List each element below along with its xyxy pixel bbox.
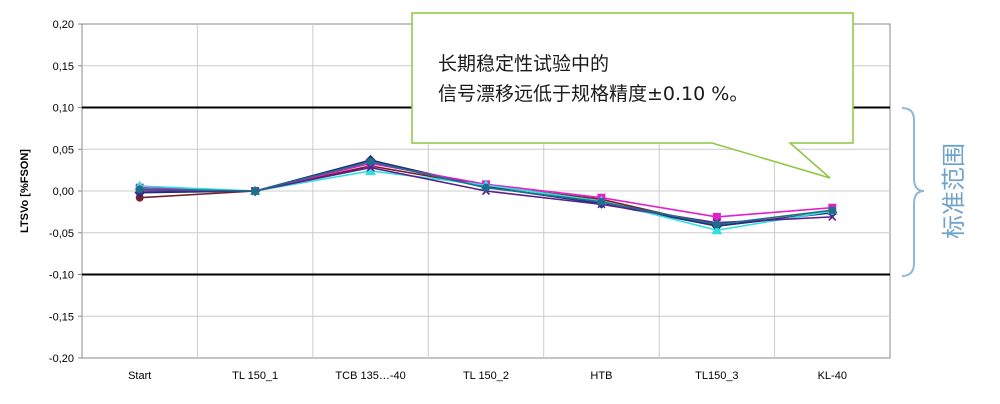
series-layer (134, 154, 838, 235)
data-point (482, 183, 490, 192)
callout-line-1: 长期稳定性试验中的 (438, 53, 609, 75)
range-label: 标准范围 (940, 143, 968, 239)
y-tick-label: -0,15 (49, 311, 74, 323)
x-tick-label: TL 150_1 (232, 370, 278, 382)
callout-line-2: 信号漂移远低于规格精度±0.10 %。 (438, 83, 748, 105)
data-point (712, 220, 721, 229)
data-point (828, 206, 837, 215)
range-annotation: 标准范围 (901, 107, 968, 277)
data-point (828, 212, 837, 221)
y-tick-label: -0,05 (49, 228, 74, 240)
y-tick-label: 0,10 (53, 103, 74, 115)
y-tick-label: 0,20 (53, 19, 74, 31)
x-tick-label: TL150_3 (695, 370, 738, 382)
data-point (251, 187, 260, 195)
x-tick-label: KL-40 (818, 370, 847, 382)
data-point (711, 224, 723, 235)
y-tick-label: 0,05 (53, 144, 74, 156)
x-tick-label: Start (128, 370, 151, 382)
callout-bubble (411, 12, 854, 179)
callout: 长期稳定性试验中的 信号漂移远低于规格精度±0.10 %。 (411, 12, 854, 179)
y-axis-label: LTSVo [%FSON] (19, 149, 31, 233)
y-tick-label: -0,20 (49, 353, 74, 365)
data-point (135, 185, 144, 194)
y-tick-label: 0,00 (53, 186, 74, 198)
x-ticks: Start TL 150_1 TCB 135…-40 TL 150_2 HTB TL150… (128, 370, 847, 382)
y-ticks: 0,20 0,15 0,10 0,05 0,00 -0,05 -0,10 -0,15 -0,20 (49, 19, 82, 365)
x-tick-label: HTB (590, 370, 612, 382)
data-point (366, 157, 375, 166)
x-tick-label: TL 150_2 (463, 370, 509, 382)
y-tick-label: 0,15 (53, 61, 74, 73)
data-point (597, 197, 606, 206)
data-point (712, 212, 721, 221)
range-brace (901, 107, 925, 277)
y-tick-label: -0,10 (49, 270, 74, 282)
x-tick-label: TCB 135…-40 (335, 370, 405, 382)
data-point (366, 163, 375, 172)
